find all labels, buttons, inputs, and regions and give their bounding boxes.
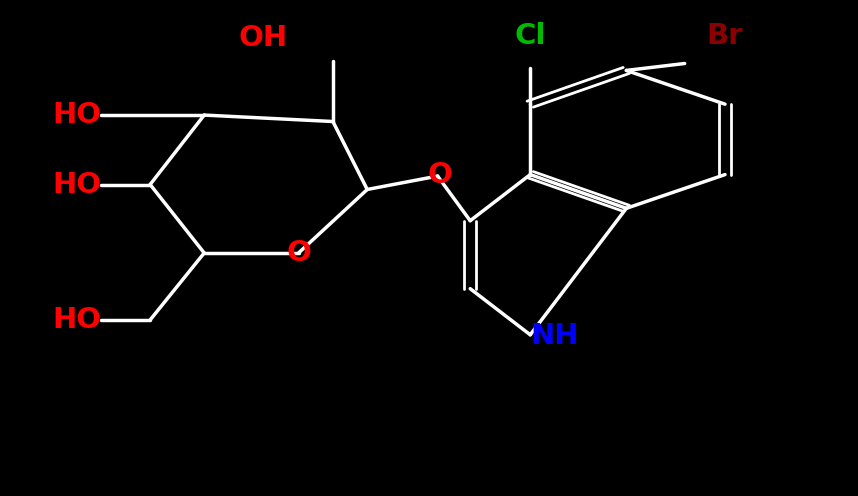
Text: O: O [287, 239, 311, 267]
Text: Cl: Cl [515, 22, 546, 50]
Text: NH: NH [530, 322, 579, 350]
Text: O: O [428, 161, 452, 188]
Text: HO: HO [52, 306, 101, 334]
Text: HO: HO [52, 101, 101, 129]
Text: HO: HO [52, 171, 101, 198]
Text: OH: OH [239, 24, 287, 52]
Text: Br: Br [707, 22, 743, 50]
